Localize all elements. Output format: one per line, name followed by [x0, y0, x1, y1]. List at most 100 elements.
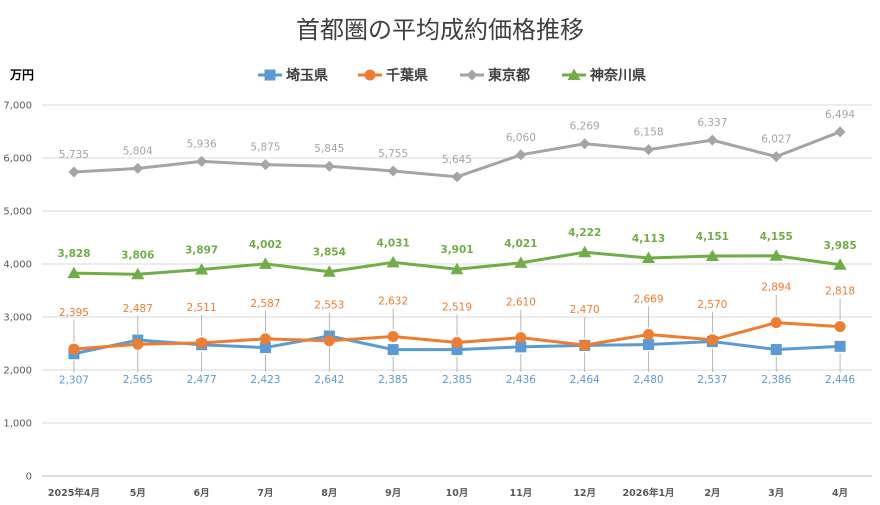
data-label: 2,610 — [506, 297, 536, 309]
data-label: 2,632 — [378, 296, 408, 308]
data-point-marker — [196, 155, 208, 167]
data-label: 2,480 — [634, 374, 664, 386]
data-label: 4,113 — [632, 233, 665, 245]
data-label: 6,060 — [506, 132, 536, 144]
data-point-marker — [834, 321, 846, 333]
x-axis-ticks: 2025年4月 5月 6月 7月 8月 9月 10月 11月 12月 2026年1月 2月 3月 4月 — [48, 487, 848, 499]
data-point-marker — [770, 151, 782, 163]
y-axis-unit-label: 万円 — [9, 68, 34, 82]
x-tick-label: 2026年1月 — [623, 487, 675, 499]
data-point-marker — [769, 249, 783, 261]
data-label: 5,645 — [442, 154, 472, 166]
y-tick-label: 1,000 — [3, 419, 32, 430]
data-label: 6,337 — [697, 117, 727, 129]
legend-label: 神奈川県 — [590, 67, 646, 84]
x-tick-label: 3月 — [768, 488, 784, 499]
data-point-marker — [706, 334, 718, 346]
x-tick-label: 6月 — [194, 488, 210, 499]
data-label: 2,395 — [59, 307, 89, 319]
data-label: 3,854 — [313, 247, 346, 259]
y-tick-label: 3,000 — [3, 313, 32, 324]
data-label: 2,818 — [825, 286, 855, 298]
y-tick-label: 0 — [26, 472, 32, 483]
x-tick-label: 10月 — [446, 488, 469, 499]
data-label: 2,423 — [250, 374, 280, 386]
data-label: 6,269 — [570, 121, 600, 133]
data-label: 5,804 — [123, 145, 153, 157]
data-point-marker — [196, 337, 208, 349]
data-labels: 2,307 2,565 2,477 2,423 2,642 2,385 2,385 2,436… — [57, 109, 856, 387]
data-label: 2,385 — [442, 374, 472, 386]
data-point-marker — [259, 342, 271, 354]
data-point-marker — [515, 332, 527, 344]
legend-item-1: 埼玉県 — [258, 67, 328, 84]
data-point-marker — [451, 344, 463, 356]
data-point-marker — [387, 331, 399, 343]
data-label: 2,669 — [634, 294, 664, 306]
data-point-marker — [567, 68, 581, 80]
data-label: 4,002 — [249, 239, 282, 251]
data-label: 6,158 — [634, 127, 664, 139]
data-point-marker — [770, 344, 782, 356]
data-label: 5,845 — [314, 143, 344, 155]
data-point-marker — [131, 267, 145, 280]
data-label: 2,553 — [314, 300, 344, 312]
series-4 — [67, 245, 847, 280]
data-point-marker — [643, 329, 655, 341]
y-tick-label: 5,000 — [3, 207, 32, 218]
x-tick-label: 9月 — [385, 488, 401, 499]
data-point-marker — [451, 336, 463, 348]
data-label: 5,735 — [59, 149, 89, 161]
data-label: 2,537 — [697, 374, 727, 386]
data-label: 3,985 — [823, 240, 856, 252]
data-label: 2,386 — [761, 374, 791, 386]
x-tick-label: 7月 — [257, 488, 273, 499]
series-2 — [68, 317, 846, 355]
data-point-marker — [451, 171, 463, 183]
data-point-marker — [322, 265, 336, 277]
data-label: 4,031 — [377, 237, 410, 249]
data-point-marker — [834, 126, 846, 138]
data-label: 4,021 — [504, 238, 537, 250]
data-label: 2,519 — [442, 301, 472, 313]
data-point-marker — [770, 317, 782, 329]
data-label: 2,385 — [378, 374, 408, 386]
data-label: 2,511 — [187, 302, 217, 314]
data-point-marker — [833, 258, 847, 270]
x-tick-label: 4月 — [832, 488, 848, 499]
data-point-marker — [68, 166, 80, 178]
data-label: 5,936 — [187, 138, 217, 150]
data-label: 3,806 — [121, 249, 154, 261]
legend-item-3: 東京都 — [460, 67, 530, 84]
data-label: 2,307 — [59, 375, 89, 387]
legend: 埼玉県 千葉県 東京都 神奈川県 — [258, 67, 646, 84]
data-label: 4,222 — [568, 227, 601, 239]
data-point-marker — [642, 251, 656, 264]
y-tick-label: 7,000 — [3, 101, 32, 112]
data-point-marker — [643, 339, 655, 351]
chart-title: 首都圏の平均成約価格推移 — [296, 16, 584, 44]
data-point-marker — [67, 266, 81, 279]
data-label: 2,487 — [123, 303, 153, 315]
x-tick-label: 5月 — [130, 488, 146, 499]
data-point-marker — [386, 255, 400, 268]
x-tick-label: 2025年4月 — [48, 487, 100, 499]
data-point-marker — [259, 159, 271, 171]
data-label: 2,894 — [761, 282, 791, 294]
y-tick-label: 6,000 — [3, 154, 32, 165]
series-layer — [67, 126, 847, 360]
data-label: 2,477 — [187, 374, 217, 386]
x-tick-label: 8月 — [321, 488, 337, 499]
y-tick-label: 4,000 — [3, 260, 32, 271]
legend-label: 東京都 — [488, 67, 530, 84]
data-point-marker — [259, 333, 271, 345]
x-tick-label: 12月 — [573, 488, 596, 499]
data-point-marker — [514, 256, 528, 268]
y-tick-label: 2,000 — [3, 366, 32, 377]
data-label: 2,436 — [506, 374, 536, 386]
data-point-marker — [834, 340, 846, 352]
data-label: 3,897 — [185, 244, 218, 256]
data-label: 5,875 — [250, 142, 280, 154]
series-3 — [68, 126, 846, 183]
